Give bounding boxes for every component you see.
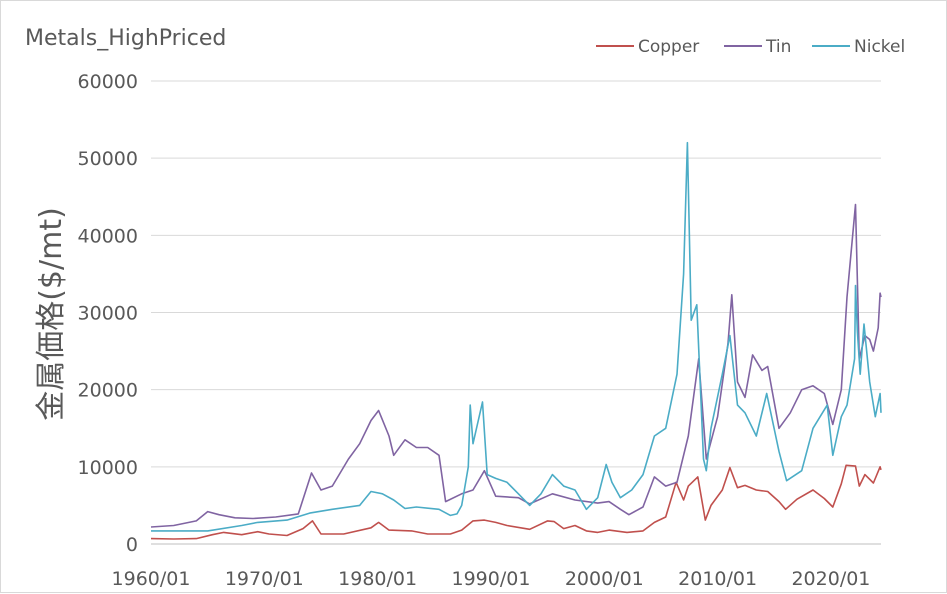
y-axis-ticks: 0 10000 20000 30000 40000 50000 60000 xyxy=(78,71,138,556)
series-line-copper xyxy=(150,464,882,540)
x-tick-label: 2020/01 xyxy=(791,568,870,590)
legend: Copper Tin Nickel xyxy=(596,37,905,57)
series-line-nickel xyxy=(151,141,882,532)
series-lines xyxy=(150,141,882,540)
y-tick-label: 20000 xyxy=(78,380,138,402)
gridlines xyxy=(151,80,881,545)
x-tick-label: 1980/01 xyxy=(338,568,417,590)
y-tick-label: 30000 xyxy=(78,303,138,325)
x-tick-label: 2000/01 xyxy=(565,568,644,590)
x-axis-ticks: 1960/01 1970/01 1980/01 1990/01 2000/01 2010/… xyxy=(112,568,871,590)
legend-label-tin: Tin xyxy=(765,37,791,57)
y-tick-label: 10000 xyxy=(78,457,138,479)
y-tick-label: 40000 xyxy=(78,225,138,247)
y-tick-label: 50000 xyxy=(78,148,138,170)
legend-label-copper: Copper xyxy=(638,37,699,57)
x-tick-label: 1970/01 xyxy=(225,568,304,590)
y-tick-label: 60000 xyxy=(78,71,138,93)
x-tick-label: 1990/01 xyxy=(452,568,531,590)
x-tick-label: 2010/01 xyxy=(678,568,757,590)
x-tick-label: 1960/01 xyxy=(112,568,191,590)
series-line-tin xyxy=(150,203,882,528)
legend-label-nickel: Nickel xyxy=(854,37,905,57)
y-tick-label: 0 xyxy=(126,534,138,556)
y-axis-label: 金属価格($/mt) xyxy=(34,207,69,421)
chart-title: Metals_HighPriced xyxy=(25,26,226,51)
